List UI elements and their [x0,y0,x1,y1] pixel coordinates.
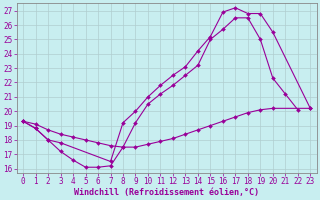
X-axis label: Windchill (Refroidissement éolien,°C): Windchill (Refroidissement éolien,°C) [74,188,259,197]
